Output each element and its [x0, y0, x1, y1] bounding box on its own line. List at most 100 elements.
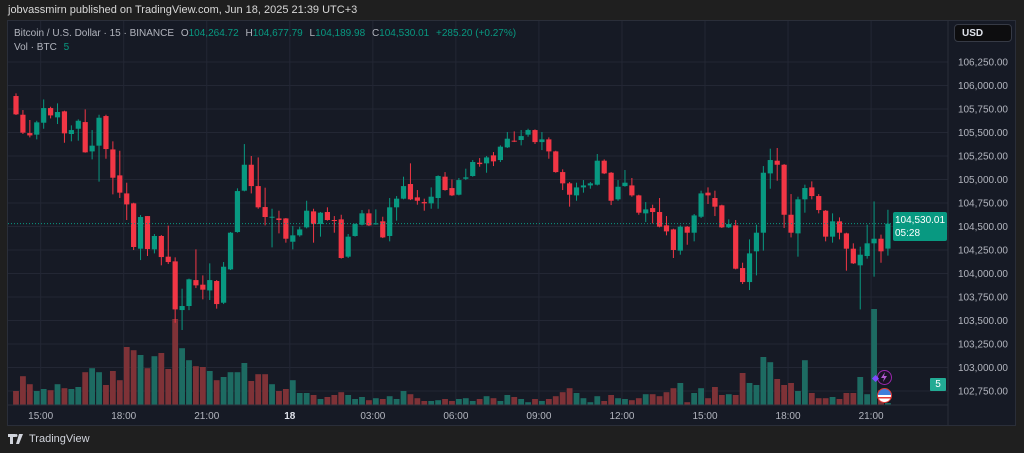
volume-bar — [601, 401, 608, 405]
volume-bar — [296, 393, 303, 405]
volume-bar — [871, 309, 877, 405]
volume-bar — [186, 360, 192, 405]
candle-body — [816, 196, 822, 211]
candle-body — [746, 253, 753, 283]
volume-bar — [338, 392, 345, 405]
volume-bar — [497, 401, 504, 405]
candle-body — [843, 233, 849, 249]
volume-bar — [836, 399, 843, 405]
price-tick-label: 104,500.00 — [958, 222, 1008, 233]
candle-body — [511, 140, 517, 142]
volume-bar — [559, 392, 566, 405]
volume-bar — [269, 384, 275, 405]
symbol-title[interactable]: Bitcoin / U.S. Dollar · 15 · BINANCE — [14, 28, 175, 39]
volume-bar — [61, 388, 68, 405]
us-flag-icon[interactable] — [877, 388, 892, 403]
volume-bar — [26, 384, 33, 405]
price-tick-label: 106,000.00 — [958, 81, 1008, 92]
price-tick-label: 103,750.00 — [958, 293, 1008, 304]
brand-name[interactable]: TradingView — [29, 433, 90, 445]
volume-bar — [511, 397, 518, 405]
candle-body — [117, 175, 123, 193]
candle-body — [608, 172, 614, 201]
candle-body — [857, 254, 863, 266]
candle-body — [172, 261, 178, 310]
volume-bar — [808, 393, 815, 405]
volume-bar — [753, 385, 760, 405]
candle-body — [241, 164, 247, 191]
candle-body — [68, 130, 74, 135]
volume-bar — [594, 396, 601, 405]
volume-bar — [622, 399, 628, 405]
candle-body — [580, 185, 587, 188]
volume-label[interactable]: Vol · BTC — [14, 42, 57, 53]
volume-bar — [206, 371, 213, 405]
volume-bar — [282, 389, 289, 405]
volume-bar — [33, 391, 40, 405]
low-label: L — [309, 28, 316, 39]
price-axis: 106,250.00 106,000.00 105,750.00 105,500.00… — [958, 58, 1008, 398]
candle-body — [753, 232, 760, 252]
candle-body — [670, 229, 676, 250]
volume-bar — [151, 356, 158, 405]
volume-bar — [767, 362, 774, 405]
candle-body — [490, 155, 497, 162]
candle-body — [442, 176, 448, 191]
volume-bar — [573, 393, 580, 405]
candle-body — [151, 235, 157, 250]
lightning-icon[interactable] — [877, 370, 892, 385]
volume-bar — [40, 389, 47, 405]
candle-body — [850, 248, 856, 264]
candle-body — [885, 223, 891, 249]
candle-body — [331, 220, 337, 222]
candle-body — [34, 122, 40, 135]
candle-body — [733, 225, 739, 269]
candle-body — [387, 207, 393, 236]
candle-body — [435, 176, 441, 199]
volume-bar — [539, 401, 545, 405]
volume-value: 5 — [63, 42, 70, 53]
candle-body — [691, 215, 697, 233]
volume-bar — [303, 393, 310, 405]
close-value: 104,530.01 — [379, 28, 430, 39]
candle-body — [719, 205, 725, 228]
candle-body — [829, 221, 836, 237]
candle-body — [400, 186, 407, 199]
candle-body — [601, 160, 607, 174]
volume-bar — [227, 372, 234, 405]
volume-bar — [774, 379, 781, 405]
time-tick-label: 06:00 — [443, 411, 468, 422]
footer: TradingView — [8, 433, 90, 445]
volume-bar — [324, 397, 331, 405]
volume-bar — [68, 389, 75, 405]
candle-body — [456, 180, 462, 195]
candle-body — [650, 208, 656, 213]
candle-body — [248, 164, 254, 187]
volume-bar — [608, 395, 615, 405]
candle-body — [137, 217, 144, 249]
volume-bar — [137, 355, 144, 405]
volume-bar — [220, 377, 227, 405]
candle-body — [636, 195, 642, 213]
candle-body — [781, 164, 787, 215]
volume-bar — [172, 319, 179, 405]
volume-bar — [455, 399, 462, 405]
candle-body — [864, 243, 870, 257]
candle-body — [836, 221, 843, 233]
volume-bar — [857, 377, 864, 405]
volume-bar — [442, 399, 448, 405]
volume-bar — [289, 380, 296, 405]
volume-bar — [165, 369, 172, 405]
volume-bar — [850, 393, 857, 405]
candle-body — [878, 238, 884, 252]
candle-body — [553, 151, 559, 173]
candle-body — [179, 306, 185, 311]
candle-body — [75, 120, 81, 129]
price-tick-label: 103,500.00 — [958, 316, 1008, 327]
currency-button[interactable]: USD — [954, 24, 1012, 42]
candle-body — [407, 184, 414, 200]
volume-bar — [89, 368, 96, 405]
volume-bar — [109, 371, 116, 405]
change-value: +285.20 (+0.27%) — [436, 28, 517, 39]
